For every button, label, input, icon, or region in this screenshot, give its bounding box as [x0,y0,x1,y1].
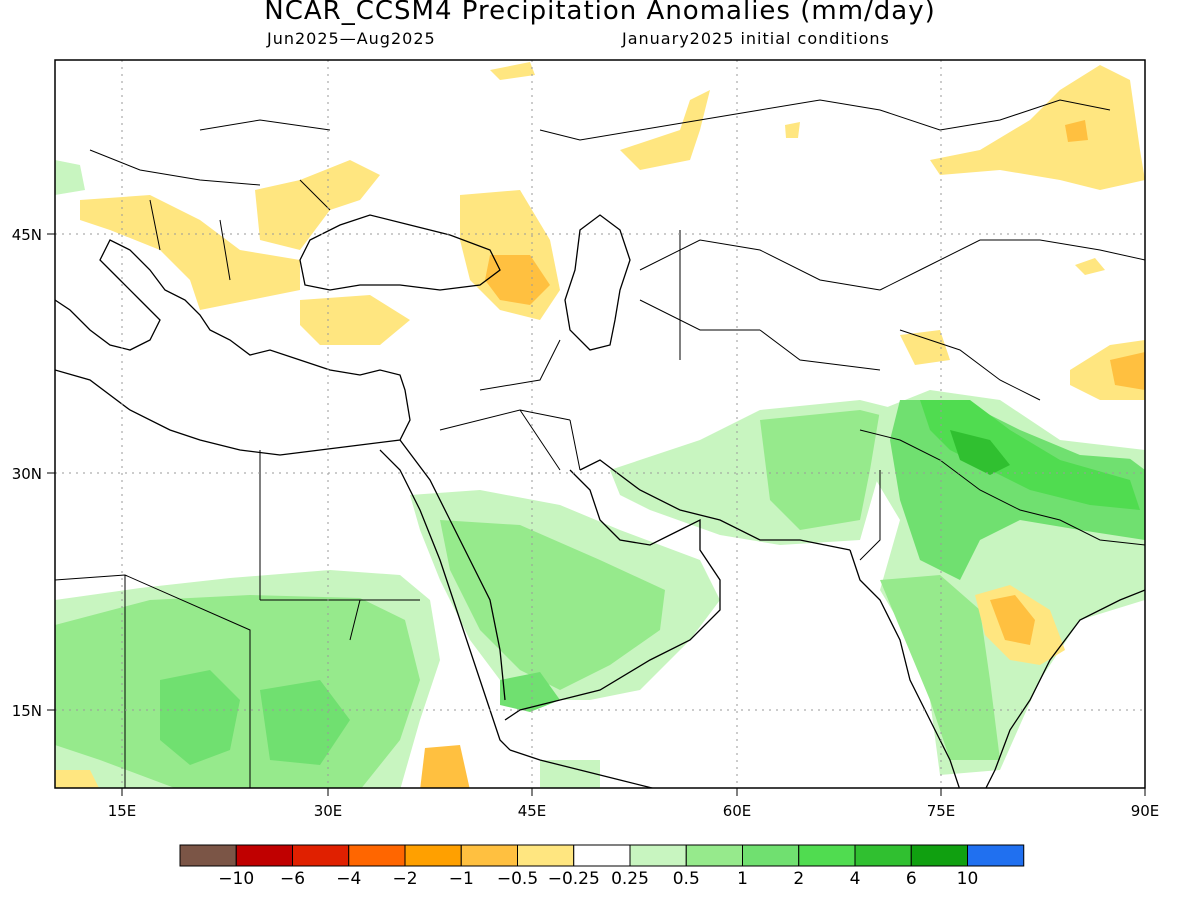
tibet-dry-strong [1110,352,1145,390]
x-tick-label: 90E [1131,802,1160,820]
europe-borders [89,119,331,281]
caspian-coast [564,214,631,351]
middle-east-borders [439,339,581,471]
colorbar-label: −0.25 [547,869,600,889]
caucasus-dry [485,255,550,305]
colorbar-label: −10 [218,869,255,889]
sahel-wet-strong [160,670,240,765]
colorbar-swatch [404,844,462,867]
colorbar-label: 2 [793,869,805,889]
anomaly-shading [55,62,1145,788]
oman-wet-light [540,760,600,788]
colorbar-label: −0.5 [496,869,539,889]
colorbar-label: −1 [448,869,474,889]
persian-gulf-coast [504,459,851,721]
sahel-dry-spot [55,770,99,788]
iran-north-dry [900,330,950,365]
colorbar-label: −4 [336,869,362,889]
yemen-wet-strong [500,672,560,712]
colorbar-label: 10 [956,869,979,889]
bay-of-bengal-coast [985,589,1145,788]
kazakh-dry-2 [785,122,800,138]
y-tick-label: 45N [12,226,42,244]
map-title: NCAR_CCSM4 Precipitation Anomalies (mm/d… [264,0,936,26]
ukraine-dry [255,160,380,250]
india-peninsula-wet [880,575,1000,760]
y-tick-label: 15N [12,702,42,720]
tick-marks [47,233,1146,796]
colorbar-swatch [685,844,743,867]
colorbar-swatch [854,844,912,867]
sahel-wet-strong-2 [260,680,350,765]
colorbar-swatch [179,844,237,867]
initial-conditions: January2025 initial conditions [622,29,890,48]
colorbar-label: 6 [905,869,917,889]
x-tick-labels: 15E 30E 45E 60E 75E 90E [108,802,1160,820]
mediterranean-coast [55,239,411,456]
kazakh-dry [620,90,710,170]
ethiopia-dry [420,745,470,788]
pakistan-wet [760,410,900,530]
colorbar-swatch [460,844,518,867]
colorbar [179,844,1025,867]
europe-wet-spot [55,160,85,195]
colorbar-swatch [742,844,800,867]
mongolia-dry-strong [1065,120,1088,142]
arabia-wet [440,520,665,690]
china-dry-spot [1075,258,1105,275]
mongolia-dry [930,65,1145,190]
colorbar-label: 0.5 [672,869,700,889]
central-asia-borders [639,230,881,371]
x-tick-label: 45E [518,802,547,820]
kashmir-wet-strong [950,430,1010,475]
colorbar-swatch [573,844,631,867]
colorbar-swatch [517,844,575,867]
colorbar-label: 0.25 [611,869,649,889]
colorbar-swatch [348,844,406,867]
russia-border [539,99,1111,141]
forecast-period: Jun2025—Aug2025 [267,29,436,48]
china-wet-spot [1125,450,1145,470]
grid-lines [55,60,1145,788]
colorbar-swatch [967,844,1025,867]
colorbar-swatch [235,844,293,867]
africa-horn-coast [509,749,655,788]
red-sea-coast [379,439,511,751]
nepal-himalaya-wet [920,400,1140,510]
black-sea-coast [299,214,501,291]
arabian-sea-coast [849,549,961,788]
anatolia-dry [300,295,410,345]
colorbar-swatch [292,844,350,867]
central-india-dry [990,595,1035,645]
russia-dry-spot [490,62,535,80]
india-border [859,429,1145,561]
x-tick-label: 75E [927,802,956,820]
china-border [879,239,1145,401]
y-tick-labels: 45N 30N 15N [12,226,42,720]
x-tick-label: 15E [108,802,137,820]
balkans-dry [80,195,300,310]
colorbar-label: −2 [392,869,418,889]
x-tick-label: 60E [723,802,752,820]
coastlines [55,214,1145,788]
colorbar-label: 1 [737,869,748,889]
colorbar-swatch [910,844,968,867]
africa-borders [55,450,420,788]
country-borders [55,99,1145,788]
colorbar-swatch [629,844,687,867]
colorbar-label: 4 [849,869,861,889]
x-tick-label: 30E [314,802,343,820]
map-frame [54,59,1146,789]
y-tick-label: 30N [12,465,42,483]
colorbar-swatch [798,844,856,867]
colorbar-label: −6 [279,869,306,889]
